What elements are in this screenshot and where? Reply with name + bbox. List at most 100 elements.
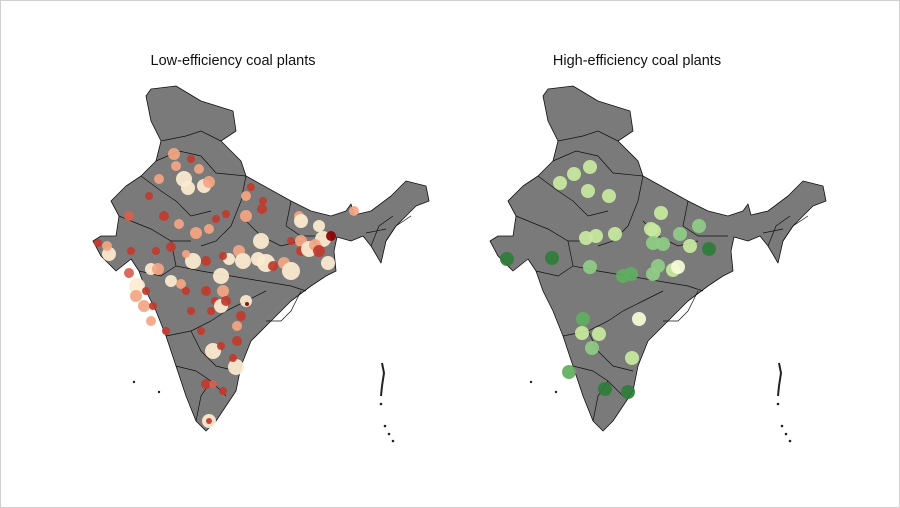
andaman-islands: [380, 362, 386, 397]
low-efficiency-plant-marker: [129, 278, 145, 294]
low-efficiency-plant-marker: [228, 359, 244, 375]
high-efficiency-plant-marker: [647, 224, 661, 238]
high-efficiency-plant-marker: [625, 351, 639, 365]
low-efficiency-plant-marker: [253, 233, 269, 249]
state-border: [587, 330, 634, 372]
state-border: [160, 130, 222, 142]
low-efficiency-plant-marker: [219, 252, 227, 260]
high-efficiency-plant-marker: [692, 219, 706, 233]
low-efficiency-plant-marker: [171, 161, 181, 171]
high-efficiency-plant-marker: [671, 260, 685, 274]
low-efficiency-plant-marker: [94, 239, 102, 247]
low-efficiency-plant-marker: [190, 227, 202, 239]
low-efficiency-plant-marker: [229, 354, 237, 362]
high-efficiency-plant-marker: [592, 327, 606, 341]
low-efficiency-plant-marker: [201, 379, 211, 389]
island: [391, 439, 395, 443]
low-efficiency-plant-marker: [209, 380, 217, 388]
high-efficiency-plant-marker: [683, 239, 697, 253]
low-efficiency-plant-marker: [217, 285, 229, 297]
state-border: [552, 150, 644, 177]
state-border: [597, 175, 644, 247]
low-efficiency-plant-marker: [174, 219, 184, 229]
low-efficiency-plant-marker: [236, 311, 246, 321]
state-border: [682, 200, 728, 237]
island: [788, 439, 792, 443]
high-efficiency-plant-marker: [500, 252, 514, 266]
state-border: [782, 215, 809, 242]
low-efficiency-plant-marker: [176, 279, 186, 289]
high-efficiency-plant-marker: [575, 326, 589, 340]
low-efficiency-plant-marker: [145, 192, 153, 200]
high-efficiency-plant-marker: [602, 189, 616, 203]
island: [529, 380, 533, 384]
island: [387, 432, 391, 436]
island: [379, 402, 383, 406]
low-efficiency-plant-marker: [294, 214, 308, 228]
state-border: [535, 265, 574, 277]
low-efficiency-plant-marker: [149, 302, 157, 310]
low-efficiency-plant-marker: [130, 290, 142, 302]
right-map-title: High-efficiency coal plants: [552, 53, 722, 69]
state-border: [572, 365, 624, 397]
low-efficiency-plant-marker: [187, 155, 195, 163]
island: [776, 402, 780, 406]
state-border: [266, 290, 302, 322]
low-efficiency-plant-marker: [201, 286, 211, 296]
high-efficiency-plant-marker: [562, 365, 576, 379]
low-efficiency-plant-marker: [212, 215, 220, 223]
low-efficiency-plant-marker: [127, 247, 135, 255]
low-efficiency-plant-marker: [257, 204, 267, 214]
low-efficiency-plant-marker: [205, 343, 221, 359]
low-efficiency-plant-marker: [124, 268, 134, 278]
low-efficiency-plant-marker: [152, 247, 160, 255]
low-efficiency-plant-marker: [219, 387, 227, 395]
state-border: [370, 215, 394, 247]
low-efficiency-plant-marker: [181, 181, 195, 195]
low-efficiency-plant-marker: [247, 183, 255, 191]
low-efficiency-plant-marker: [146, 316, 156, 326]
high-efficiency-plant-marker: [583, 260, 597, 274]
low-efficiency-plant-marker: [142, 287, 150, 295]
high-efficiency-plant-marker: [624, 267, 638, 281]
island: [132, 380, 136, 384]
low-efficiency-plant-marker: [162, 327, 170, 335]
low-efficiency-plant-marker: [232, 321, 242, 331]
state-border: [557, 130, 619, 142]
india-outline: [489, 85, 827, 432]
high-efficiency-plant-marker: [632, 312, 646, 326]
state-border: [762, 228, 784, 234]
low-efficiency-plant-marker: [321, 256, 335, 270]
low-efficiency-plant-marker: [287, 237, 295, 245]
low-efficiency-plant-marker: [138, 300, 150, 312]
low-efficiency-plant-marker: [182, 250, 190, 258]
low-efficiency-plant-marker: [102, 241, 112, 251]
state-border: [663, 290, 699, 322]
low-efficiency-plant-marker: [201, 256, 211, 266]
low-efficiency-plant-marker: [282, 262, 300, 280]
low-efficiency-plant-marker: [235, 253, 251, 269]
low-efficiency-plant-marker: [152, 263, 164, 275]
high-efficiency-plant-marker: [553, 176, 567, 190]
low-efficiency-plant-marker: [207, 307, 215, 315]
low-efficiency-plant-marker: [182, 287, 190, 295]
low-efficiency-plant-marker: [245, 302, 249, 306]
state-border: [365, 228, 387, 234]
low-efficiency-plant-marker: [197, 327, 205, 335]
low-efficiency-plant-marker: [204, 224, 214, 234]
low-efficiency-plant-marker: [185, 253, 201, 269]
high-efficiency-plant-marker: [608, 227, 622, 241]
island: [383, 424, 387, 428]
high-efficiency-plant-marker: [579, 231, 593, 245]
low-efficiency-plant-marker: [232, 336, 242, 346]
island: [554, 390, 558, 394]
low-efficiency-plant-marker: [154, 174, 164, 184]
high-efficiency-plant-marker: [654, 206, 668, 220]
state-border: [767, 215, 791, 247]
low-efficiency-plant-marker: [259, 197, 267, 205]
state-border: [190, 330, 237, 372]
high-efficiency-plant-marker: [702, 242, 716, 256]
high-efficiency-plant-marker: [673, 227, 687, 241]
